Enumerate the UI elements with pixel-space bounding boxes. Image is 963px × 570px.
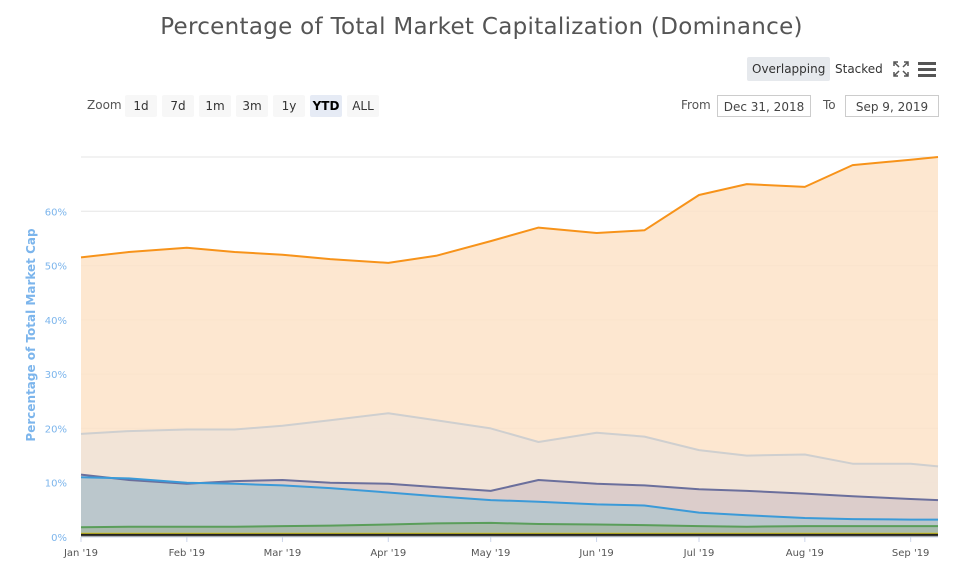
- from-label: From: [681, 98, 711, 112]
- zoom-all-button[interactable]: ALL: [347, 95, 379, 117]
- y-tick-label: 50%: [45, 262, 67, 273]
- series-line-0[interactable]: [80, 156, 939, 264]
- zoom-ytd-button[interactable]: YTD: [310, 95, 342, 117]
- stacked-button[interactable]: Stacked: [835, 62, 883, 76]
- overlapping-button[interactable]: Overlapping: [747, 57, 831, 81]
- series-area-3: [81, 477, 938, 537]
- x-tick-label: Mar '19: [264, 548, 302, 559]
- series-lines: [80, 156, 939, 536]
- series-line-2[interactable]: [80, 473, 939, 502]
- zoom-1m-button[interactable]: 1m: [199, 95, 231, 117]
- axes: 0% 10% 20% 30% 40% 50% 60% Jan '19 Feb '19 Mar '1…: [45, 207, 938, 559]
- zoom-1d-button[interactable]: 1d: [125, 95, 157, 117]
- x-tick-label: Apr '19: [370, 548, 406, 559]
- fullscreen-icon[interactable]: [890, 58, 912, 80]
- y-tick-label: 0%: [51, 533, 67, 544]
- series-line-3[interactable]: [80, 476, 938, 521]
- zoom-3m-button[interactable]: 3m: [236, 95, 268, 117]
- y-tick-label: 20%: [45, 424, 67, 435]
- x-tick-label: Jun '19: [578, 548, 613, 559]
- x-tick-label: Sep '19: [892, 548, 930, 559]
- y-tick-label: 30%: [45, 370, 67, 381]
- series-line-1[interactable]: [80, 412, 939, 468]
- zoom-1y-button[interactable]: 1y: [273, 95, 305, 117]
- y-axis-title: Percentage of Total Market Cap: [24, 228, 38, 442]
- x-tick-label: Feb '19: [169, 548, 205, 559]
- zoom-label: Zoom: [87, 98, 122, 112]
- x-tick-label: Jan '19: [63, 548, 98, 559]
- x-tick-label: Jul '19: [683, 548, 715, 559]
- hamburger-menu-icon[interactable]: [916, 58, 938, 80]
- to-label: To: [823, 98, 836, 112]
- from-date-input[interactable]: Dec 31, 2018: [717, 95, 811, 117]
- series-areas: [81, 157, 938, 537]
- y-tick-label: 10%: [45, 479, 67, 490]
- to-date-input[interactable]: Sep 9, 2019: [845, 95, 939, 117]
- chart-title: Percentage of Total Market Capitalizatio…: [160, 14, 803, 40]
- x-tick-label: Aug '19: [786, 548, 824, 559]
- y-tick-label: 40%: [45, 316, 67, 327]
- series-line-4[interactable]: [80, 521, 938, 529]
- y-tick-label: 60%: [45, 207, 67, 218]
- x-tick-label: May '19: [471, 548, 510, 559]
- zoom-7d-button[interactable]: 7d: [162, 95, 194, 117]
